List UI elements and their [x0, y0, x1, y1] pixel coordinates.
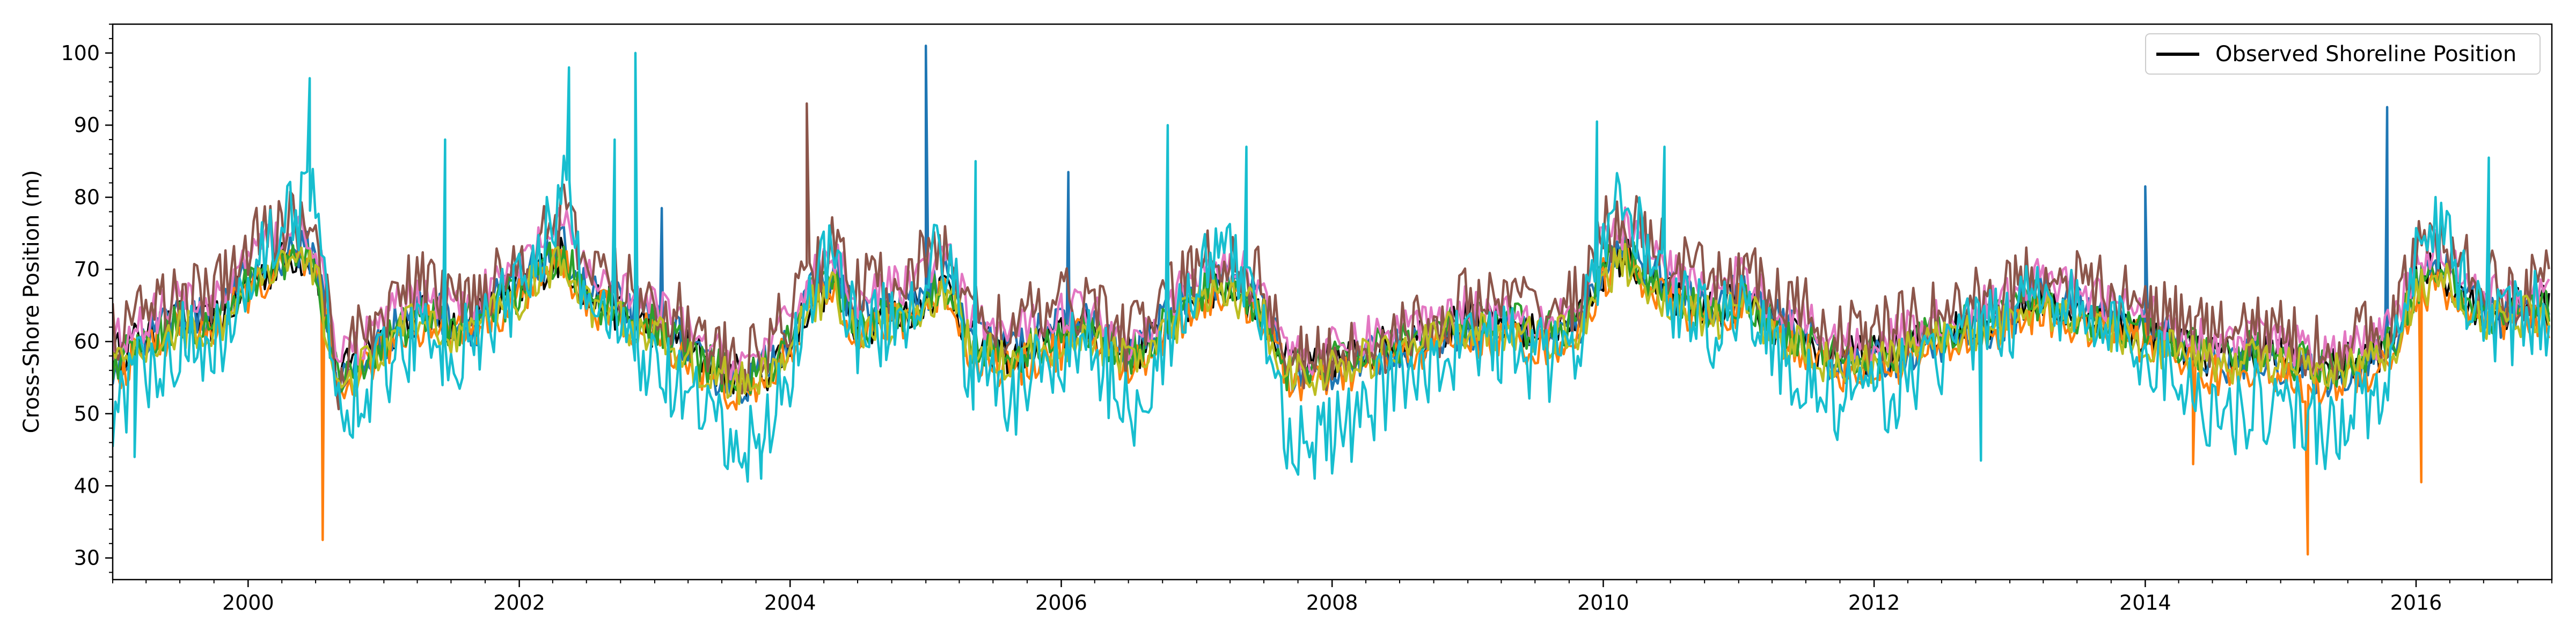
y-tick-label: 90	[74, 113, 100, 137]
x-tick-label: 2006	[1035, 591, 1087, 614]
y-tick-label: 40	[74, 474, 100, 497]
x-tick-label: 2012	[1848, 591, 1900, 614]
x-tick-label: 2008	[1306, 591, 1358, 614]
y-tick-label: 60	[74, 330, 100, 353]
x-tick-label: 2002	[493, 591, 545, 614]
x-tick-label: 2016	[2390, 591, 2442, 614]
y-tick-label: 50	[74, 402, 100, 426]
series-layer	[113, 45, 2550, 556]
legend: Observed Shoreline Position	[2145, 33, 2541, 75]
series-line-17becf	[113, 52, 2550, 483]
x-axis: 2000 2002 2004 2006 2008 2010 2012 2014 2016	[112, 580, 2552, 614]
series-line-e377c2	[113, 206, 2550, 382]
plot-frame	[112, 23, 2553, 581]
y-axis-label: Cross-Shore Position (m)	[19, 170, 44, 434]
x-tick-label: 2000	[222, 591, 274, 614]
x-tick-label: 2010	[1577, 591, 1629, 614]
x-tick-label: 2014	[2119, 591, 2171, 614]
y-tick-label: 70	[74, 258, 100, 281]
y-tick-label: 80	[74, 186, 100, 209]
y-tick-label: 30	[74, 546, 100, 570]
y-tick-label: 100	[61, 41, 100, 65]
x-tick-label: 2004	[764, 591, 816, 614]
legend-box	[2145, 33, 2541, 75]
legend-label-observed: Observed Shoreline Position	[2215, 42, 2516, 67]
